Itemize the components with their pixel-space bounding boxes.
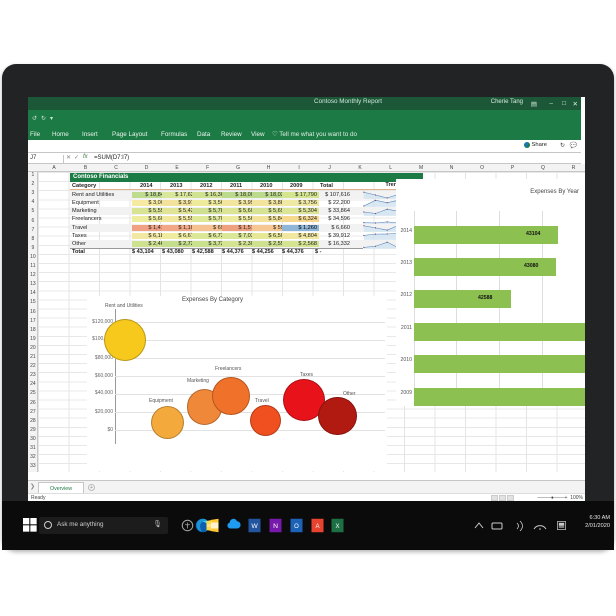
svg-text:W: W xyxy=(251,523,258,530)
svg-text:N: N xyxy=(273,523,278,530)
svg-text:A: A xyxy=(315,524,319,530)
svg-text:X: X xyxy=(335,524,339,530)
svg-text:O: O xyxy=(294,524,299,530)
